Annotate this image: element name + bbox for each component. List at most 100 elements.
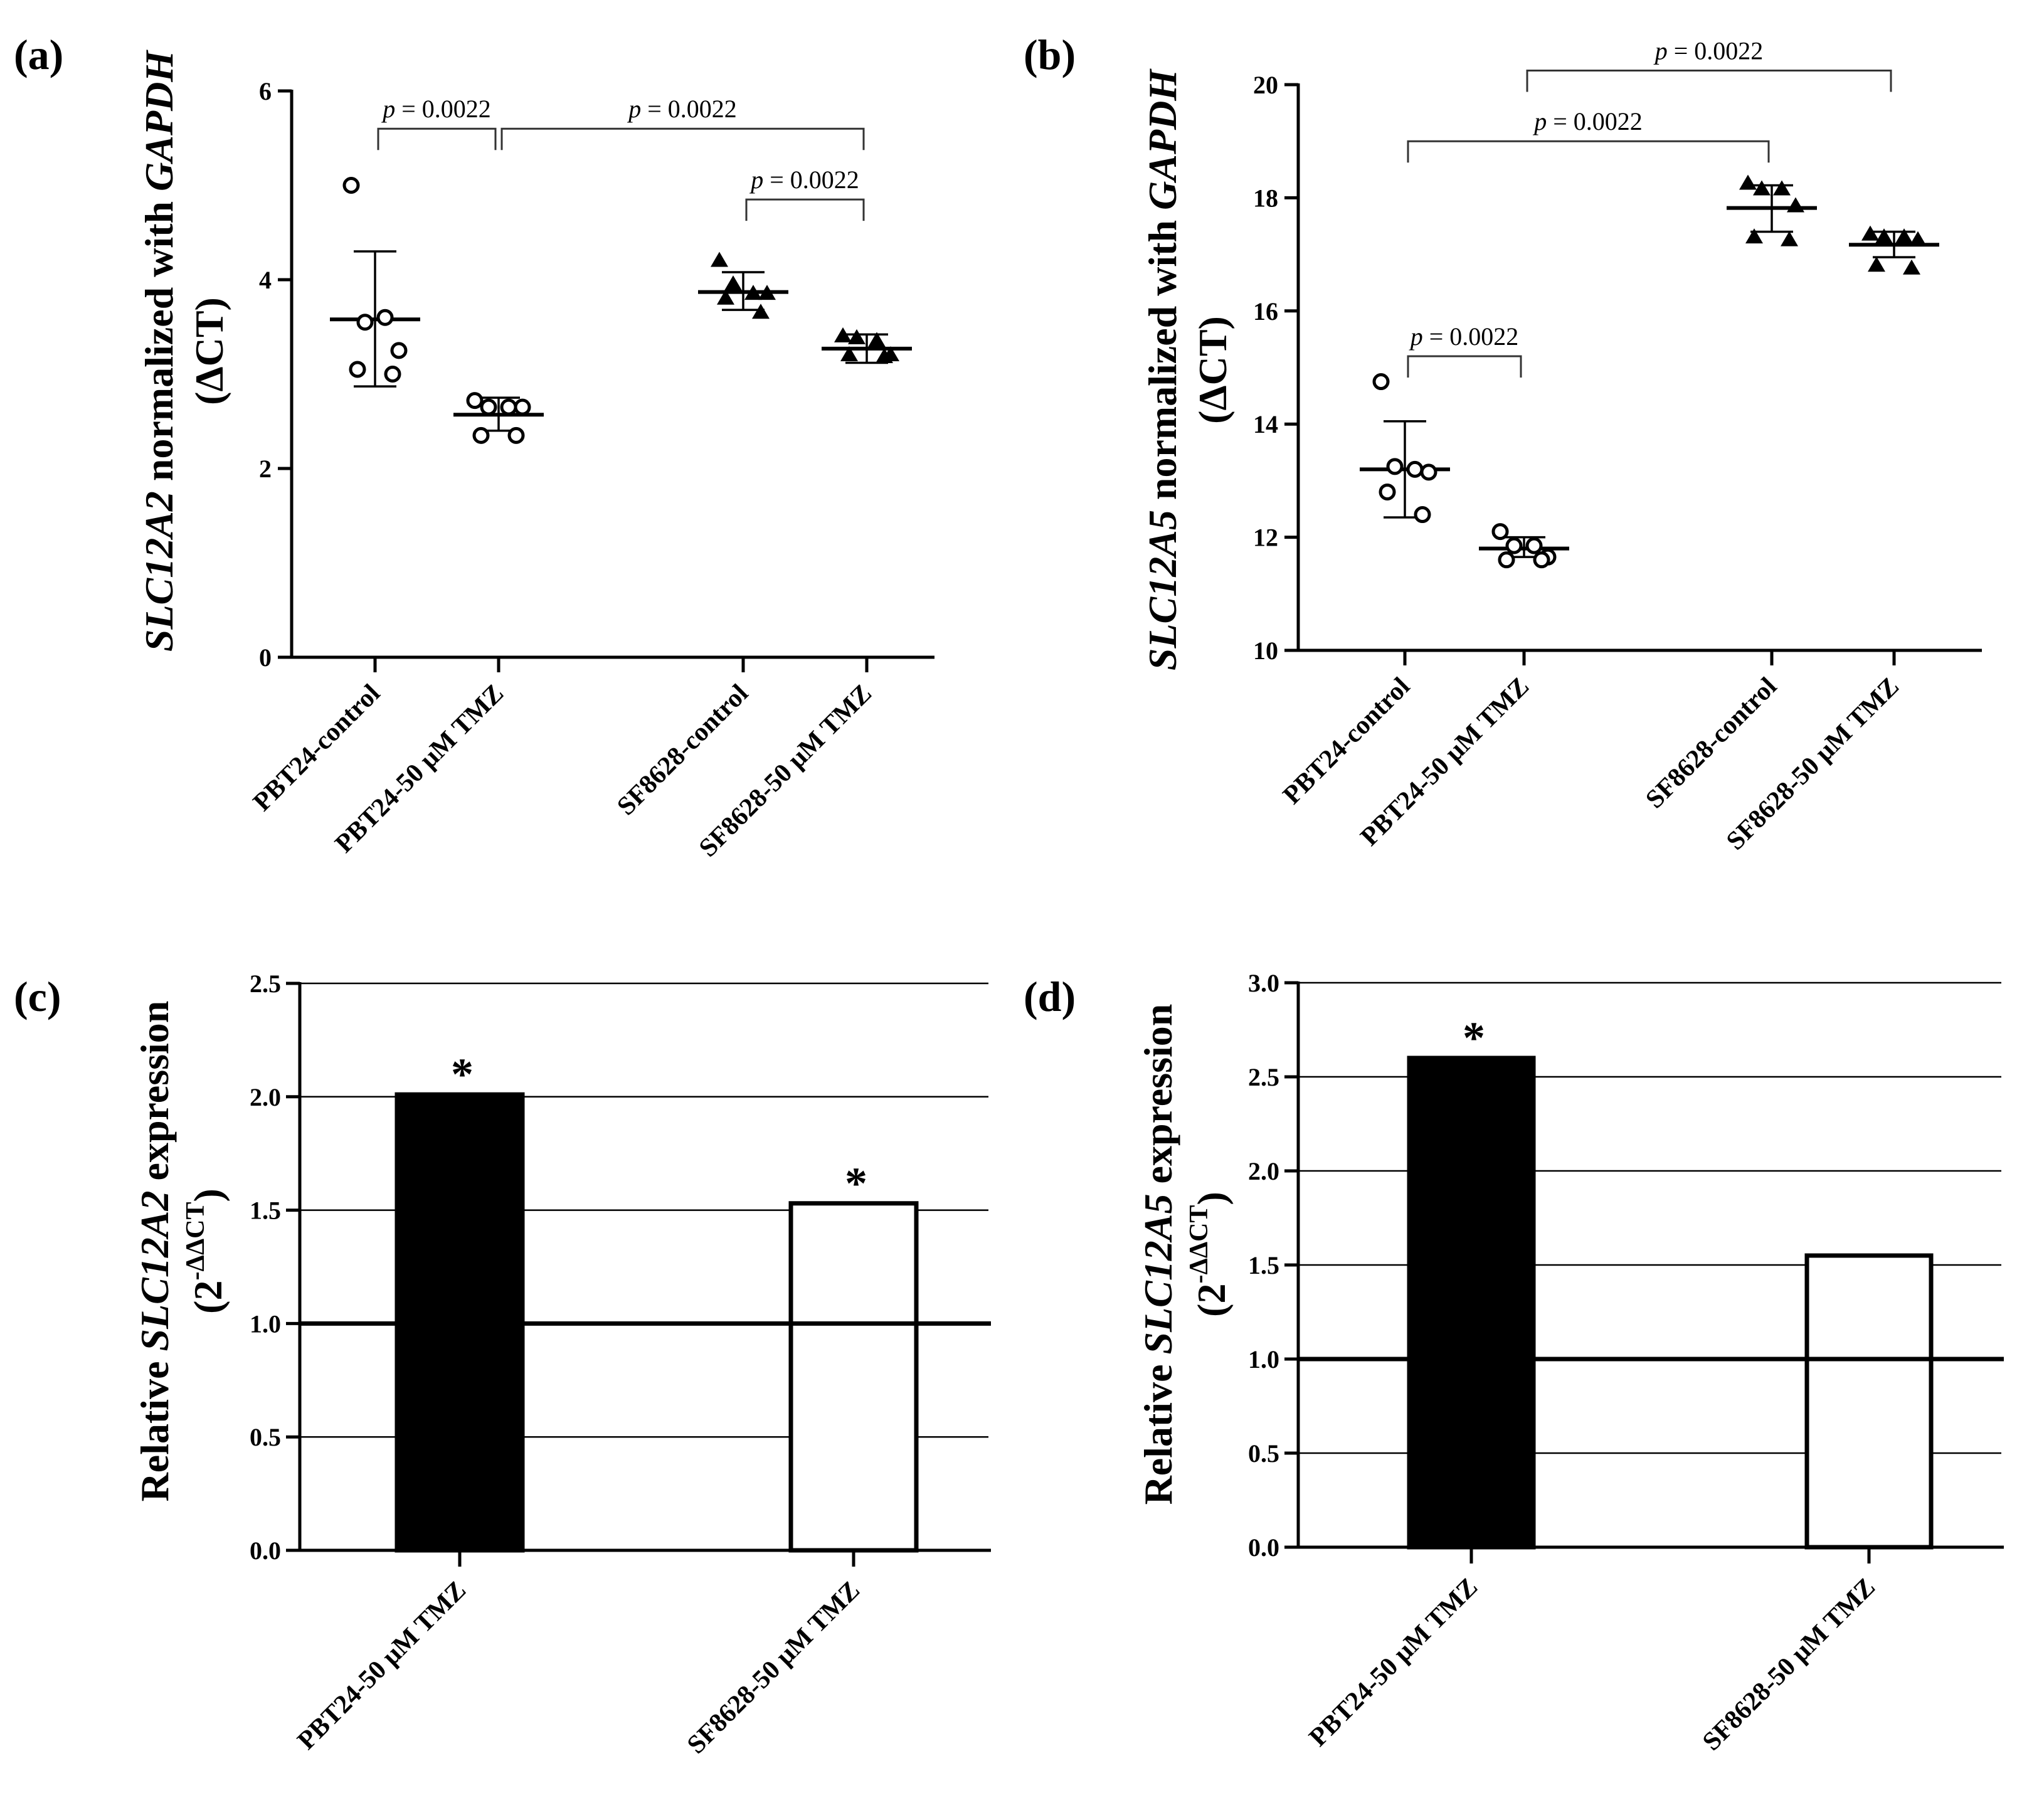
panel-c-ylabel-post: expression (132, 1001, 177, 1191)
panel-a-data-point (356, 314, 374, 331)
panel-b-data-point (1505, 537, 1523, 554)
panel-d-ylabel-end: ) (1189, 1192, 1234, 1205)
panel-c-y-tick-label: 0.0 (250, 1537, 281, 1565)
panel-b-data-point (1753, 180, 1771, 196)
panel-a-data-point (717, 289, 734, 305)
panel-b-label: (b) (1024, 31, 1076, 78)
panel-b-p-value: p = 0.0022 (1653, 36, 1764, 65)
panel-a-data-point (724, 275, 742, 291)
panel-a-data-point (390, 342, 408, 359)
panel-c-significance-star: * (451, 1049, 474, 1099)
panel-b-data-point (1773, 180, 1791, 196)
panel-d-y-tick-label: 1.5 (1248, 1251, 1279, 1279)
panel-d-significance-star: * (1463, 1013, 1485, 1063)
panel-b-data-point (1386, 458, 1404, 475)
panel-b-ylabel: SLC12A5 normalized with GAPDH (ΔCT) (1140, 68, 1235, 670)
panel-d-ylabel-line1: Relative SLC12A5 expression (1136, 1004, 1180, 1505)
panel-d-y-tick-label: 2.5 (1248, 1063, 1279, 1091)
panel-d-ylabel-post: expression (1136, 1004, 1180, 1194)
panel-b-ylabel-line2: (ΔCT) (1190, 316, 1235, 424)
panel-c-significance-star: * (845, 1158, 867, 1209)
panel-c-ylabel-sup: -ΔΔCT (181, 1202, 210, 1281)
panel-b-data-point (1909, 231, 1927, 246)
panel-c-y-tick-label: 0.5 (250, 1423, 281, 1451)
panel-d-label: (d) (1024, 973, 1076, 1020)
panel-b-y-tick-label: 18 (1253, 184, 1278, 212)
panel-b-data-point (1868, 257, 1885, 272)
panel-b-y-tick-label: 10 (1253, 637, 1278, 665)
panel-b-data-point (1781, 231, 1798, 246)
panel-a-data-point (384, 366, 401, 383)
panel-c-ylabel-end: ) (186, 1188, 230, 1202)
panel-a-ylabel-line1: SLC12A2 normalized with GAPDH (137, 50, 181, 652)
panel-b-data-point (1498, 551, 1515, 569)
panel-a-ylabel-gene: SLC12A2 (137, 491, 181, 652)
panel-a-significance-bracket (377, 127, 497, 151)
panel-c-y-tick-label: 1.0 (250, 1309, 281, 1338)
panel-a-data-point (752, 304, 770, 319)
panel-b-data-point (1787, 197, 1804, 213)
panel-b-y-tick-label: 14 (1253, 410, 1278, 438)
panel-a-y-tick-label: 6 (259, 77, 272, 105)
panel-a-ylabel-line2: (ΔCT) (187, 297, 231, 405)
panel-b-significance-bracket (1526, 69, 1892, 92)
panel-d-ylabel-base: (2 (1189, 1284, 1234, 1317)
panel-a-data-point (480, 398, 497, 416)
panel-b-p-value: p = 0.0022 (1409, 322, 1519, 351)
panel-b-p-value: p = 0.0022 (1532, 107, 1643, 135)
panel-d-bar (1804, 1253, 1934, 1550)
panel-a-data-point (711, 251, 728, 267)
panel-b-data-point (1895, 228, 1913, 244)
panel-d-bar (1407, 1055, 1536, 1550)
panel-d-ylabel: Relative SLC12A5 expression (2-ΔΔCT) (1136, 1004, 1234, 1505)
panel-b-data-point (1525, 537, 1543, 554)
panel-a-data-point (466, 392, 484, 410)
panel-d-ylabel-gene: SLC12A5 (1136, 1193, 1180, 1354)
panel-c-ylabel-line1: Relative SLC12A2 expression (132, 1001, 177, 1502)
panel-b-ylabel-gene: SLC12A5 (1140, 510, 1185, 670)
panel-a-ylabel-rest: normalized with (137, 191, 181, 491)
panel-a-data-point (349, 361, 366, 378)
panel-b-data-point (1414, 506, 1431, 524)
panel-b-data-point (1379, 483, 1396, 500)
panel-b-significance-bracket (1407, 355, 1522, 378)
panel-c-bar (788, 1201, 919, 1553)
panel-b-y-tick-label: 16 (1253, 297, 1278, 325)
panel-c-label: (c) (14, 973, 61, 1020)
panel-b-data-point (1372, 373, 1390, 391)
panel-a-significance-bracket (745, 198, 865, 221)
panel-a-data-point (840, 346, 858, 361)
panel-b-ylabel-rest: normalized with (1140, 210, 1185, 510)
panel-b-data-point (1739, 174, 1757, 190)
panel-b-data-point (1406, 460, 1424, 478)
panel-a-data-point (507, 426, 525, 444)
panel-a-data-point (876, 348, 893, 364)
panel-a-ylabel: SLC12A2 normalized with GAPDH (ΔCT) (137, 50, 231, 652)
panel-a-label: (a) (14, 31, 63, 78)
panel-a-data-point (848, 329, 866, 344)
panel-c-ylabel-pre: Relative (132, 1352, 177, 1502)
panel-c-ylabel: Relative SLC12A2 expression (2-ΔΔCT) (132, 1001, 230, 1502)
panel-c-y-tick-label: 2.0 (250, 1083, 281, 1111)
panel-a-p-value: p = 0.0022 (381, 95, 491, 123)
panel-b-data-point (1420, 463, 1437, 481)
panel-c-y-tick-label: 1.5 (250, 1197, 281, 1225)
panel-c-ylabel-base: (2 (186, 1281, 230, 1314)
panel-a-data-point (758, 285, 776, 300)
panel-a-y-tick-label: 4 (259, 266, 272, 294)
panel-c-y-tick-label: 2.5 (250, 970, 281, 998)
panel-a-data-point (472, 426, 490, 444)
panel-a-y-tick-label: 2 (259, 455, 272, 483)
panel-b-data-point (1533, 551, 1550, 569)
panel-b-ylabel-norm: GAPDH (1140, 68, 1185, 210)
panel-d-ylabel-pre: Relative (1136, 1355, 1180, 1505)
panel-b-y-tick-label: 20 (1253, 71, 1278, 99)
panel-d-ylabel-line2: (2-ΔΔCT) (1185, 1192, 1234, 1317)
panel-d-y-tick-label: 1.0 (1248, 1345, 1279, 1373)
panel-b-data-point (1745, 228, 1763, 244)
panel-a-data-point (500, 398, 517, 416)
panel-a-p-value: p = 0.0022 (627, 95, 737, 123)
panel-a-y-tick-label: 0 (259, 643, 272, 672)
panel-b-y-tick-label: 12 (1253, 524, 1278, 552)
